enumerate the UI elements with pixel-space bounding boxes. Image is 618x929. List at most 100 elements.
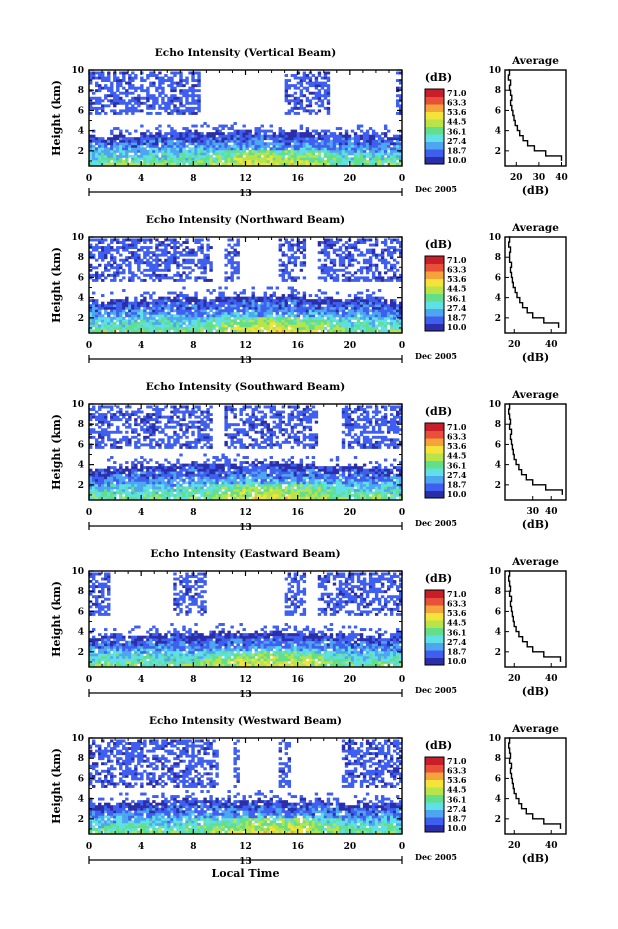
heatmap-cell: [113, 111, 117, 115]
heatmap-cell: [143, 79, 147, 83]
heatmap-cell: [89, 471, 93, 475]
heatmap-cell: [197, 304, 201, 308]
heatmap-cell: [371, 149, 376, 153]
colorbar-segment: [425, 150, 444, 154]
heatmap-cell: [209, 132, 213, 136]
heatmap-cell: [344, 132, 349, 136]
heatmap-cell: [131, 486, 135, 490]
heatmap-cell: [170, 418, 174, 422]
heatmap-cell: [254, 314, 258, 318]
heatmap-cell: [371, 137, 376, 141]
heatmap-cell: [134, 144, 138, 148]
heatmap-cell: [335, 241, 340, 244]
heatmap-cell: [116, 486, 120, 490]
heatmap-cell: [167, 304, 171, 308]
heatmap-cell: [104, 263, 108, 267]
heatmap-cell: [314, 149, 319, 153]
heatmap-cell: [341, 273, 346, 277]
heatmap-cell: [116, 154, 120, 158]
heatmap-cell: [278, 137, 283, 141]
heatmap-cell: [311, 81, 316, 85]
heatmap-cell: [287, 79, 292, 83]
heatmap-cell: [104, 76, 108, 80]
heatmap-cell: [296, 291, 301, 295]
heatmap-cell: [134, 106, 138, 110]
heatmap-cell: [146, 413, 150, 417]
heatmap-cell: [104, 149, 108, 153]
heatmap-cell: [128, 329, 132, 333]
heatmap-cell: [143, 324, 147, 328]
heatmap-cell: [122, 488, 126, 492]
heatmap-cell: [320, 271, 325, 275]
heatmap-cell: [128, 473, 132, 477]
heatmap-cell: [98, 311, 102, 315]
heatmap-cell: [170, 111, 174, 115]
heatmap-cell: [377, 276, 382, 280]
heatmap-cell: [350, 278, 355, 282]
heatmap-cell: [125, 246, 129, 250]
heatmap-cell: [182, 248, 186, 252]
heatmap-cell: [116, 157, 120, 161]
heatmap-cell: [116, 101, 120, 105]
heatmap-cell: [146, 149, 150, 153]
heatmap-cell: [230, 314, 234, 318]
heatmap-cell: [275, 139, 280, 143]
heatmap-cell: [290, 268, 295, 272]
heatmap-cell: [194, 124, 198, 128]
heatmap-cell: [245, 314, 249, 318]
heatmap-cell: [116, 428, 120, 432]
heatmap-cell: [116, 263, 120, 267]
heatmap-cell: [149, 246, 153, 250]
heatmap-cell: [119, 306, 123, 310]
heatmap-cell: [164, 468, 168, 472]
heatmap-cell: [116, 476, 120, 480]
heatmap-cell: [194, 149, 198, 153]
heatmap-cell: [341, 321, 346, 325]
heatmap-cell: [149, 241, 153, 244]
heatmap-cell: [137, 314, 141, 318]
heatmap-cell: [149, 294, 153, 298]
heatmap-cell: [281, 278, 286, 282]
heatmap-cell: [179, 329, 183, 333]
heatmap-cell: [341, 311, 346, 315]
heatmap-cell: [305, 162, 310, 166]
heatmap-cell: [131, 99, 135, 103]
heatmap-cell: [137, 142, 141, 146]
heatmap-cell: [140, 162, 144, 166]
heatmap-cell: [197, 106, 201, 110]
heatmap-cell: [161, 478, 165, 482]
heatmap-cell: [173, 162, 177, 166]
heatmap-cell: [158, 430, 162, 434]
heatmap-cell: [146, 319, 150, 323]
heatmap-cell: [293, 296, 298, 300]
heatmap-cell: [212, 316, 216, 320]
heatmap-cell: [170, 486, 174, 490]
heatmap-cell: [293, 154, 298, 158]
heatmap-cell: [164, 476, 168, 480]
heatmap-cell: [179, 74, 183, 77]
colorbar-segment: [425, 134, 444, 137]
heatmap-cell: [200, 137, 204, 141]
heatmap-cell: [191, 253, 195, 257]
heatmap-cell: [167, 471, 171, 475]
heatmap-cell: [272, 301, 276, 305]
heatmap-cell: [167, 488, 171, 492]
heatmap-cell: [299, 157, 304, 161]
heatmap-cell: [302, 137, 307, 141]
heatmap-cell: [278, 319, 283, 323]
heatmap-cell: [116, 268, 120, 272]
heatmap-cell: [110, 476, 114, 480]
heatmap-cell: [176, 435, 180, 439]
heatmap-cell: [287, 316, 292, 320]
heatmap-cell: [329, 316, 334, 320]
heatmap-cell: [260, 137, 264, 141]
heatmap-cell: [233, 326, 237, 330]
heatmap-cell: [176, 132, 180, 136]
heatmap-cell: [170, 134, 174, 138]
heatmap-cell: [242, 329, 246, 333]
heatmap-cell: [188, 311, 192, 315]
heatmap-cell: [119, 478, 123, 482]
heatmap-cell: [110, 84, 114, 88]
heatmap-cell: [344, 144, 349, 148]
heatmap-cell: [305, 324, 310, 328]
